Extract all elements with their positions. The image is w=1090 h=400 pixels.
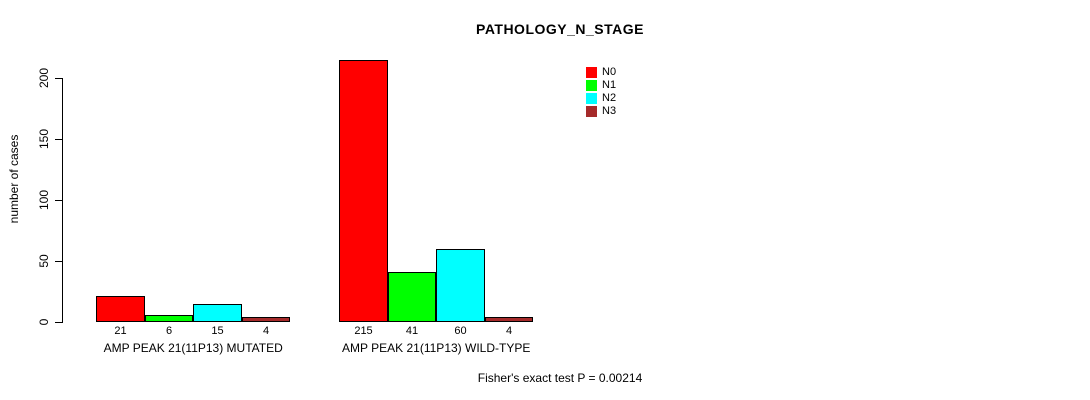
bar-n3-group2 (485, 317, 533, 322)
y-tick-mark (55, 261, 62, 262)
y-tick-label: 150 (37, 128, 51, 150)
legend-item-n2: N2 (586, 92, 616, 105)
legend-label: N0 (602, 66, 617, 78)
bar-n0-group1 (96, 296, 145, 322)
bar-value-label: 15 (211, 325, 224, 337)
legend-label: N2 (602, 92, 617, 104)
y-tick-label: 100 (37, 189, 51, 211)
legend-label: N1 (602, 79, 617, 91)
bar-n3-group1 (242, 317, 290, 322)
legend-item-n0: N0 (586, 66, 616, 79)
bar-value-label: 41 (405, 325, 419, 337)
bar-n1-group1 (145, 315, 193, 322)
category-label: AMP PEAK 21(11P13) WILD-TYPE (342, 341, 531, 355)
y-tick-label: 50 (37, 254, 51, 268)
bar-value-label: 215 (354, 325, 373, 337)
legend-swatch (586, 67, 597, 78)
bar-n0-group2 (339, 60, 388, 322)
bar-n2-group2 (436, 249, 485, 322)
y-tick-mark (55, 78, 62, 79)
bar-value-label: 21 (114, 325, 127, 337)
bar-value-label: 4 (262, 325, 270, 337)
legend-item-n3: N3 (586, 105, 616, 118)
y-tick-mark (55, 322, 62, 323)
y-axis-line (62, 78, 63, 323)
y-tick-mark (55, 200, 62, 201)
bar-value-label: 60 (454, 325, 467, 337)
legend-label: N3 (602, 105, 617, 117)
bar-value-label: 6 (165, 325, 173, 337)
y-axis-title-text: number of cases (7, 134, 21, 224)
y-tick-label: 200 (37, 67, 51, 89)
chart-title: PATHOLOGY_N_STAGE (476, 21, 644, 37)
legend-swatch (586, 106, 597, 117)
y-tick-mark (55, 139, 62, 140)
legend-swatch (586, 80, 597, 91)
stat-annotation: Fisher's exact test P = 0.00214 (477, 371, 643, 385)
legend: N0 N1 N2 N3 (586, 66, 616, 118)
legend-swatch (586, 93, 597, 104)
legend-item-n1: N1 (586, 79, 616, 92)
bar-n1-group2 (388, 272, 436, 322)
bar-n2-group1 (193, 304, 242, 322)
y-tick-label: 0 (37, 318, 51, 326)
category-label: AMP PEAK 21(11P13) MUTATED (103, 341, 283, 355)
bar-value-label: 4 (505, 325, 513, 337)
